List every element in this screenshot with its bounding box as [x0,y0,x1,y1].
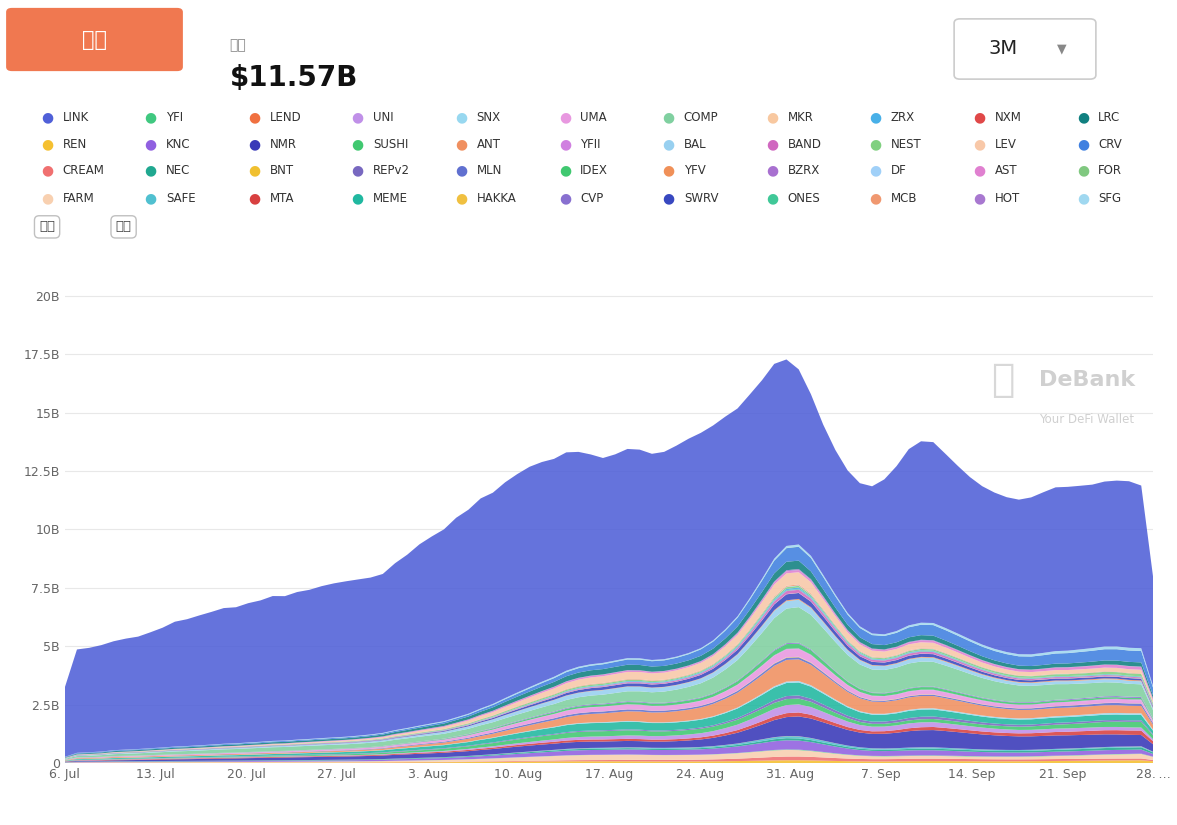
Text: SNX: SNX [477,111,500,124]
Text: ●: ● [559,111,571,124]
Text: DeBank: DeBank [1039,370,1136,390]
Text: ●: ● [352,138,364,151]
Text: BAL: BAL [684,138,706,151]
Text: ●: ● [248,164,260,177]
Text: ●: ● [145,111,157,124]
Text: ●: ● [870,111,882,124]
Text: ●: ● [973,138,985,151]
Text: MTA: MTA [270,191,294,205]
Text: BNT: BNT [270,164,293,177]
Text: ●: ● [766,191,778,205]
Text: UMA: UMA [580,111,607,124]
Text: LEV: LEV [995,138,1017,151]
Text: KNC: KNC [166,138,191,151]
Text: ONES: ONES [787,191,820,205]
Text: ●: ● [1077,111,1089,124]
Text: ●: ● [248,138,260,151]
Text: ▼: ▼ [1057,43,1066,55]
Text: SUSHI: SUSHI [373,138,408,151]
Text: 市値: 市値 [230,39,246,52]
Text: NMR: NMR [270,138,297,151]
Text: ●: ● [1077,138,1089,151]
Text: ●: ● [248,191,260,205]
Text: 清空: 清空 [115,220,132,233]
Text: ●: ● [663,111,674,124]
Text: ●: ● [41,138,53,151]
Text: 全选: 全选 [39,220,55,233]
Text: 3M: 3M [989,40,1017,59]
Text: FOR: FOR [1098,164,1122,177]
Text: ●: ● [559,138,571,151]
Text: ●: ● [41,191,53,205]
Text: ●: ● [973,164,985,177]
Text: ●: ● [1077,191,1089,205]
Text: NXM: NXM [995,111,1022,124]
Text: ●: ● [1077,164,1089,177]
Text: ●: ● [559,164,571,177]
Text: BAND: BAND [787,138,822,151]
Text: ●: ● [455,164,467,177]
Text: Your DeFi Wallet: Your DeFi Wallet [1039,413,1135,426]
Text: ●: ● [973,111,985,124]
Text: ZRX: ZRX [891,111,915,124]
Text: ●: ● [663,191,674,205]
Text: ●: ● [663,164,674,177]
Text: HAKKA: HAKKA [477,191,517,205]
Text: ●: ● [766,111,778,124]
Text: ●: ● [455,138,467,151]
Text: ●: ● [766,164,778,177]
Text: ANT: ANT [477,138,500,151]
Text: ●: ● [145,164,157,177]
Text: YFI: YFI [166,111,184,124]
Text: ●: ● [41,111,53,124]
Text: ●: ● [41,164,53,177]
Text: ●: ● [870,191,882,205]
Text: MEME: MEME [373,191,408,205]
Text: ●: ● [455,191,467,205]
Text: YFV: YFV [684,164,705,177]
Text: UNI: UNI [373,111,394,124]
Text: ●: ● [248,111,260,124]
Text: BZRX: BZRX [787,164,819,177]
Text: $11.57B: $11.57B [230,64,358,92]
Text: LINK: LINK [62,111,88,124]
Text: MLN: MLN [477,164,503,177]
Text: FARM: FARM [62,191,94,205]
Text: ●: ● [870,164,882,177]
Text: AST: AST [995,164,1017,177]
Text: ●: ● [455,111,467,124]
Text: CVP: CVP [580,191,604,205]
Text: COMP: COMP [684,111,718,124]
Text: LRC: LRC [1098,111,1121,124]
Text: REPv2: REPv2 [373,164,410,177]
Text: ␧: ␧ [991,361,1015,399]
Text: NEC: NEC [166,164,191,177]
Text: ●: ● [766,138,778,151]
Text: ●: ● [145,138,157,151]
Text: ●: ● [973,191,985,205]
Text: DF: DF [891,164,906,177]
Text: CREAM: CREAM [62,164,105,177]
Text: ●: ● [870,138,882,151]
Text: HOT: HOT [995,191,1019,205]
Text: 市値: 市値 [82,30,107,50]
Text: ●: ● [352,191,364,205]
Text: IDEX: IDEX [580,164,609,177]
Text: LEND: LEND [270,111,301,124]
Text: ●: ● [352,164,364,177]
Text: YFII: YFII [580,138,600,151]
Text: ●: ● [663,138,674,151]
Text: ●: ● [559,191,571,205]
Text: REN: REN [62,138,87,151]
Text: CRV: CRV [1098,138,1122,151]
Text: SAFE: SAFE [166,191,195,205]
Text: ●: ● [352,111,364,124]
Text: SWRV: SWRV [684,191,718,205]
Text: MKR: MKR [787,111,813,124]
Text: MCB: MCB [891,191,918,205]
Text: ●: ● [145,191,157,205]
Text: SFG: SFG [1098,191,1122,205]
Text: NEST: NEST [891,138,922,151]
